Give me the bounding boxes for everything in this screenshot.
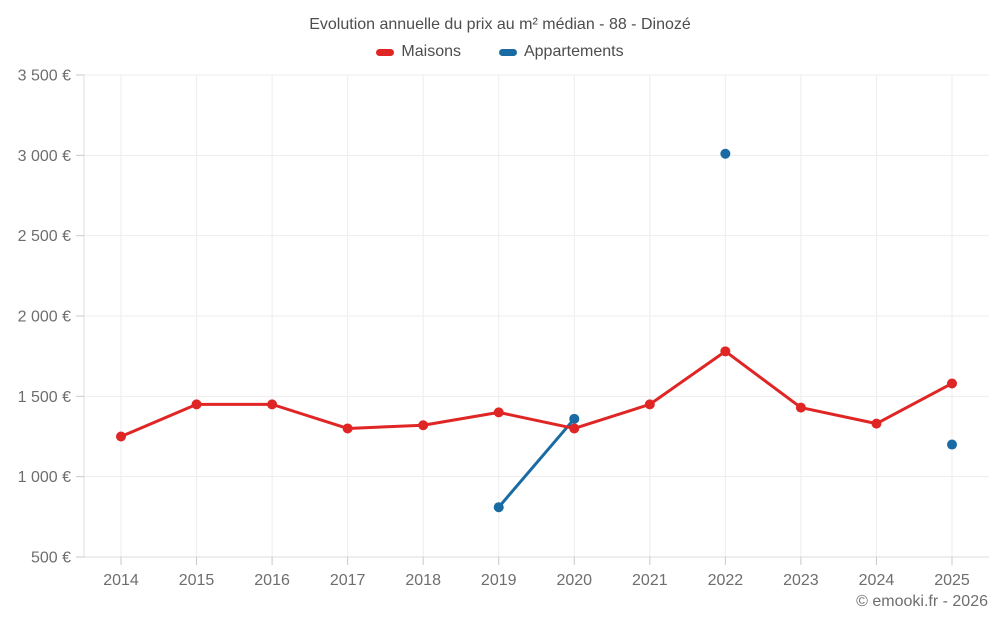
x-axis-label: 2022 [708,572,744,589]
y-axis-label: 3 000 € [18,148,71,165]
watermark: © emooki.fr - 2026 [856,593,988,610]
chart-title: Evolution annuelle du prix au m² médian … [309,16,691,33]
x-axis-label: 2020 [556,572,592,589]
legend-item-appartements[interactable]: Appartements [498,43,624,61]
data-point-maisons-2025[interactable] [947,378,957,389]
data-point-maisons-2017[interactable] [342,423,353,434]
x-axis-label: 2018 [405,572,441,589]
data-point-maisons-2022[interactable] [720,346,731,357]
legend-swatch-maisons [376,48,395,56]
data-point-appartements-2025[interactable] [947,439,957,450]
x-axis-label: 2023 [783,572,819,589]
x-axis-label: 2017 [330,572,366,589]
y-axis-label: 1 000 € [18,469,71,486]
data-point-maisons-2021[interactable] [644,399,655,410]
series-line-maisons [119,349,954,438]
data-point-maisons-2023[interactable] [795,402,806,413]
y-axis-label: 1 500 € [18,389,71,406]
data-point-maisons-2015[interactable] [191,399,202,410]
x-axis-label: 2021 [632,572,668,589]
x-axis-label: 2015 [179,572,215,589]
data-point-maisons-2024[interactable] [871,418,882,429]
x-axis-label: 2024 [859,572,895,589]
x-axis-label: 2016 [254,572,290,589]
legend-swatch-appartements [498,48,517,56]
y-axis-label: 2 500 € [18,228,71,245]
data-point-maisons-2019[interactable] [493,407,504,418]
data-point-appartements-2019[interactable] [493,502,504,513]
legend-label: Maisons [401,43,461,60]
data-point-maisons-2016[interactable] [267,399,278,410]
x-axis-label: 2014 [103,572,139,589]
x-axis-label: 2019 [481,572,517,589]
y-axis-label: 2 000 € [18,309,71,326]
data-point-appartements-2020[interactable] [569,413,580,424]
y-axis-label: 3 500 € [18,68,71,85]
legend-item-maisons[interactable]: Maisons [376,43,461,61]
x-axis-label: 2025 [934,572,970,589]
y-axis-label: 500 € [31,550,71,567]
data-point-maisons-2018[interactable] [418,420,429,431]
data-point-maisons-2020[interactable] [569,423,580,434]
data-point-maisons-2014[interactable] [116,431,126,442]
legend-label: Appartements [523,43,624,60]
data-point-appartements-2022[interactable] [720,148,731,159]
series-line-appartements [497,417,576,509]
legend: Maisons Appartements [0,42,1000,62]
